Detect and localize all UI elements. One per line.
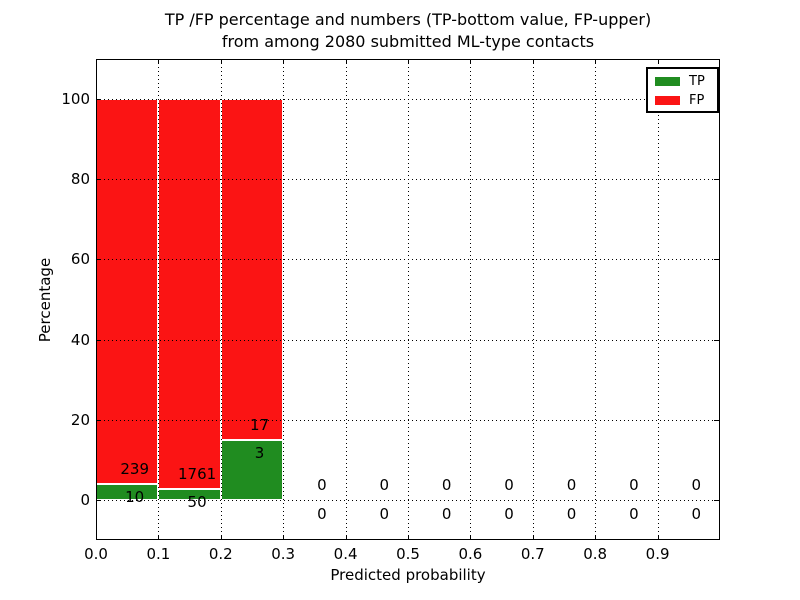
fp-count-label: 0 <box>317 475 327 494</box>
x-tick-label: 0.3 <box>271 545 296 563</box>
fp-swatch-icon <box>655 96 680 105</box>
x-axis-label: Predicted probability <box>330 566 486 584</box>
tp-count-label: 0 <box>379 504 390 523</box>
x-tick-bottom <box>96 535 97 540</box>
x-gridline <box>532 59 534 540</box>
y-tick-left <box>96 339 101 341</box>
x-tick-bottom <box>657 535 659 540</box>
y-tick-left <box>96 499 101 501</box>
y-tick-left <box>96 259 101 261</box>
tp-count-label: 0 <box>691 504 702 523</box>
chart-title: TP /FP percentage and numbers (TP-bottom… <box>96 9 720 53</box>
x-gridline <box>408 59 409 540</box>
y-tick-label: 80 <box>70 170 90 189</box>
x-tick-bottom <box>158 535 160 540</box>
tp-count-label: 3 <box>254 444 265 463</box>
tp-count-label: 0 <box>441 504 452 523</box>
x-tick-label: 0.2 <box>208 545 233 563</box>
fp-bar-segment <box>220 99 284 440</box>
fp-count-label: 0 <box>691 475 702 494</box>
x-tick-label: 0.1 <box>146 545 171 563</box>
x-tick-top <box>532 59 534 64</box>
fp-count-label: 239 <box>120 459 149 478</box>
y-tick-label: 40 <box>70 330 90 349</box>
legend-label-fp: FP <box>689 93 705 108</box>
x-gridline <box>345 59 347 540</box>
x-tick-label: 0.4 <box>333 545 358 563</box>
x-tick-top <box>158 59 160 64</box>
tp-bar-segment <box>220 439 284 500</box>
tp-count-label: 0 <box>504 504 514 523</box>
x-tick-top <box>345 59 347 64</box>
chart-title-line-1: TP /FP percentage and numbers (TP-bottom… <box>164 10 652 29</box>
x-tick-label: 0.8 <box>583 545 608 563</box>
x-tick-label: 0.9 <box>645 545 670 563</box>
x-tick-bottom <box>345 535 347 540</box>
x-tick-top <box>408 59 409 64</box>
y-tick-right <box>714 259 719 261</box>
x-tick-bottom <box>283 535 285 540</box>
y-tick-left <box>96 179 101 181</box>
y-tick-label: 60 <box>70 250 90 269</box>
fp-count-label: 0 <box>504 475 514 494</box>
fp-count-label: 0 <box>441 475 452 494</box>
y-tick-label: 0 <box>80 490 90 509</box>
fp-bar-segment <box>158 99 221 489</box>
fp-count-label: 0 <box>566 475 577 494</box>
x-tick-label: 0.5 <box>396 545 420 563</box>
x-tick-label: 0.7 <box>520 545 545 563</box>
x-tick-top <box>595 59 597 64</box>
x-gridline <box>657 59 659 540</box>
tp-count-label: 0 <box>317 504 327 523</box>
x-tick-top <box>470 59 472 64</box>
tp-count-label: 10 <box>125 488 145 507</box>
y-tick-label: 100 <box>61 90 90 109</box>
x-tick-top <box>283 59 285 64</box>
fp-count-label: 0 <box>379 475 390 494</box>
tp-count-label: 0 <box>629 504 639 523</box>
x-tick-bottom <box>470 535 472 540</box>
y-tick-left <box>96 419 101 421</box>
y-tick-label: 20 <box>70 410 90 429</box>
y-tick-left <box>96 99 101 101</box>
x-tick-label: 0.6 <box>458 545 483 563</box>
x-gridline <box>470 59 472 540</box>
x-gridline <box>283 59 285 540</box>
legend: TP FP <box>646 67 719 113</box>
x-gridline <box>595 59 597 540</box>
legend-entry-tp: TP <box>655 73 717 90</box>
x-tick-bottom <box>408 535 409 540</box>
y-tick-right <box>714 179 719 181</box>
chart-title-line-2: from among 2080 submitted ML-type contac… <box>221 32 595 51</box>
y-tick-right <box>714 419 719 421</box>
fp-count-label: 17 <box>249 415 270 434</box>
tp-swatch-icon <box>655 77 680 86</box>
fp-bar-segment <box>96 99 159 484</box>
y-tick-right <box>714 499 719 501</box>
x-tick-top <box>220 59 222 64</box>
x-tick-top <box>96 59 97 64</box>
x-tick-bottom <box>595 535 597 540</box>
x-tick-bottom <box>220 535 222 540</box>
fp-count-label: 1761 <box>177 464 217 483</box>
fp-count-label: 0 <box>629 475 639 494</box>
legend-entry-fp: FP <box>655 92 717 109</box>
tp-count-label: 50 <box>187 493 207 512</box>
x-tick-bottom <box>532 535 534 540</box>
legend-label-tp: TP <box>689 74 705 89</box>
tp-count-label: 0 <box>566 504 577 523</box>
x-tick-top <box>657 59 659 64</box>
x-tick-label: 0.0 <box>84 545 108 563</box>
y-tick-right <box>714 339 719 341</box>
